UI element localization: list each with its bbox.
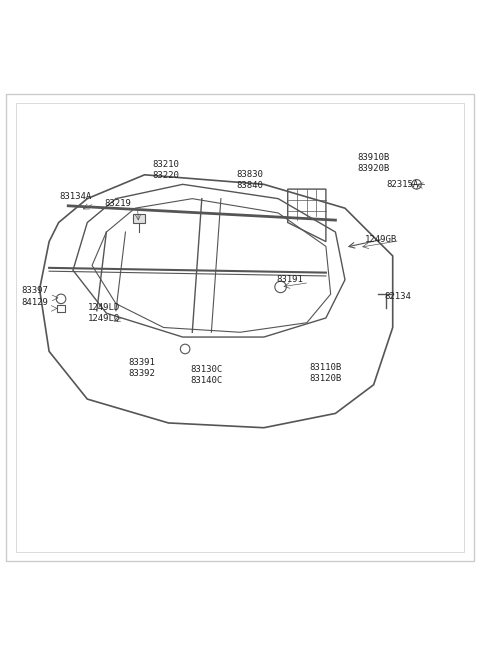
Text: 82134: 82134 <box>384 292 411 301</box>
Text: 1249LD
1249LQ: 1249LD 1249LQ <box>88 303 120 323</box>
Text: 83110B
83120B: 83110B 83120B <box>310 363 342 383</box>
Text: 83219: 83219 <box>105 199 132 208</box>
Text: 82315A: 82315A <box>386 180 419 189</box>
Text: 1249GB: 1249GB <box>365 234 397 244</box>
Text: 83391
83392: 83391 83392 <box>129 358 156 378</box>
Text: 83130C
83140C: 83130C 83140C <box>191 365 223 385</box>
Bar <box>58 305 65 312</box>
Text: 83134A: 83134A <box>59 192 92 201</box>
Text: 83830
83840: 83830 83840 <box>236 170 263 189</box>
Bar <box>132 214 144 223</box>
Text: 83191: 83191 <box>276 275 303 284</box>
Text: 83210
83220: 83210 83220 <box>153 160 180 180</box>
Text: 83910B
83920B: 83910B 83920B <box>358 153 390 173</box>
Text: 83397
84129: 83397 84129 <box>21 286 48 307</box>
